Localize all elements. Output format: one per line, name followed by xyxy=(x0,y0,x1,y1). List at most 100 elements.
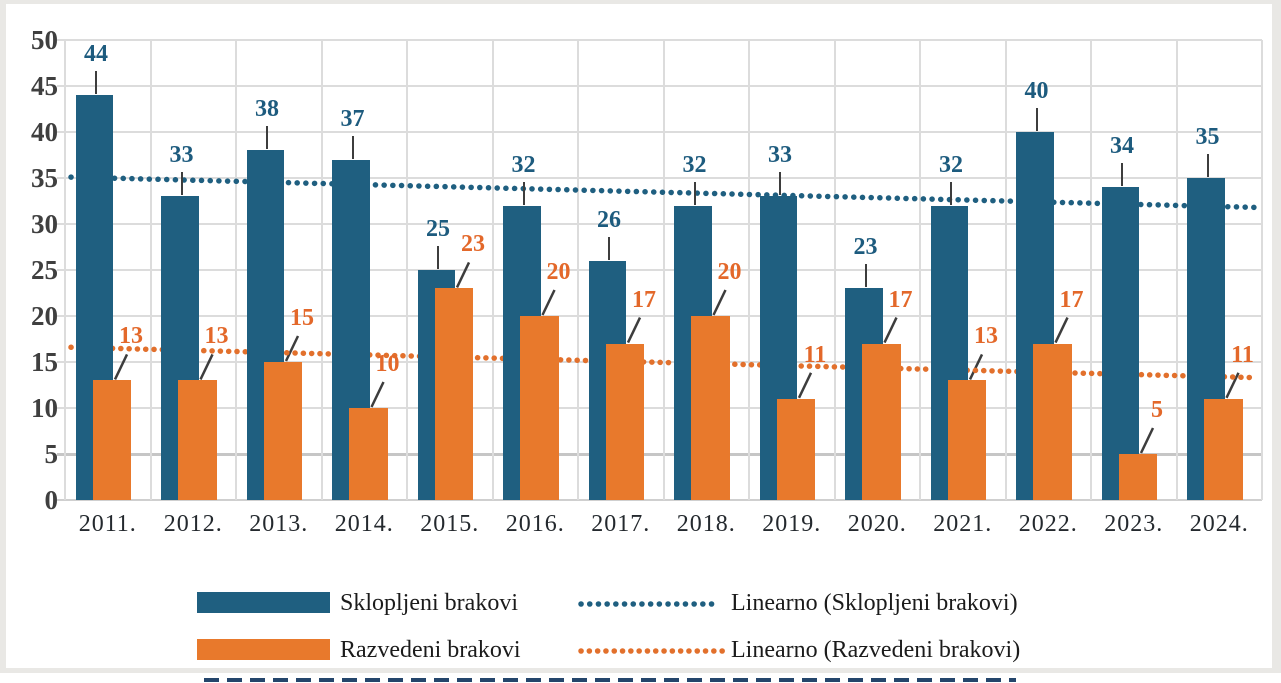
y-axis-label-35: 35 xyxy=(31,163,58,193)
chart-line xyxy=(541,289,556,316)
y-axis-label-0: 0 xyxy=(44,485,59,515)
leader-line-sklopljeni-2016. xyxy=(522,181,525,205)
gridline-vertical xyxy=(491,40,494,500)
data-label-sklopljeni-2017.: 26 xyxy=(597,206,621,233)
leader-line-sklopljeni-2012. xyxy=(180,172,183,196)
bar-razvedeni-2020. xyxy=(862,343,901,500)
bar-razvedeni-2011. xyxy=(92,380,131,500)
gridline-vertical xyxy=(833,40,836,500)
data-label-razvedeni-2011.: 13 xyxy=(119,323,143,350)
y-axis-label-40: 40 xyxy=(31,117,58,147)
gridline-35 xyxy=(57,177,1262,179)
x-axis-label-2020.: 2020. xyxy=(847,511,907,537)
bar-razvedeni-2024. xyxy=(1204,398,1243,500)
data-label-sklopljeni-2016.: 32 xyxy=(511,151,536,178)
chart-line xyxy=(1054,317,1069,344)
gridline-vertical xyxy=(577,40,579,500)
gridline-vertical xyxy=(235,40,237,500)
gridline-vertical xyxy=(748,40,750,500)
data-label-razvedeni-2012.: 13 xyxy=(204,323,229,350)
chart-line xyxy=(968,353,984,380)
frame-right xyxy=(1272,0,1281,668)
leader-line-sklopljeni-2013. xyxy=(266,126,268,150)
leader-line-sklopljeni-2020. xyxy=(864,264,867,288)
chart-line xyxy=(199,353,214,380)
gridline-vertical xyxy=(919,40,921,500)
data-label-sklopljeni-2022.: 40 xyxy=(1024,78,1049,104)
x-axis-label-2023.: 2023. xyxy=(1104,511,1164,537)
bar-razvedeni-2022. xyxy=(1033,343,1072,500)
leader-line-sklopljeni-2021. xyxy=(950,181,952,205)
leader-line-sklopljeni-2018. xyxy=(693,181,696,205)
chart-line xyxy=(370,381,385,408)
data-label-sklopljeni-2011.: 44 xyxy=(84,41,108,68)
bar-razvedeni-2017. xyxy=(605,343,644,500)
legend-label-linearno-razvedeni: Linearno (Razvedeni brakovi) xyxy=(731,637,1021,663)
x-axis-label-2024.: 2024. xyxy=(1189,511,1249,537)
x-axis-label-2017.: 2017. xyxy=(591,511,651,537)
leader-line-sklopljeni-2014. xyxy=(351,135,354,159)
y-axis-label-20: 20 xyxy=(31,301,58,331)
y-axis-label-50: 50 xyxy=(31,25,58,55)
x-axis-label-2016.: 2016. xyxy=(505,511,565,537)
gridline-25 xyxy=(57,269,1262,271)
data-label-sklopljeni-2012.: 33 xyxy=(169,142,194,169)
data-label-razvedeni-2022.: 17 xyxy=(1059,286,1084,313)
gridline-vertical xyxy=(1004,40,1007,500)
leader-line-sklopljeni-2022. xyxy=(1035,108,1038,131)
bar-razvedeni-2012. xyxy=(178,380,217,500)
data-label-razvedeni-2014.: 10 xyxy=(375,351,400,377)
y-axis-label-15: 15 xyxy=(31,347,58,377)
gridline-20 xyxy=(57,315,1262,317)
bar-sklopljeni-2023. xyxy=(1101,187,1139,500)
data-label-razvedeni-2023.: 5 xyxy=(1151,397,1163,423)
chart-line xyxy=(455,261,471,288)
gridline-50 xyxy=(57,39,1262,41)
data-label-sklopljeni-2015.: 25 xyxy=(426,216,450,242)
bar-razvedeni-2015. xyxy=(434,288,473,500)
data-label-sklopljeni-2013.: 38 xyxy=(255,96,279,123)
x-axis-label-2014.: 2014. xyxy=(334,511,394,537)
bar-razvedeni-2014. xyxy=(349,408,388,500)
leader-line-sklopljeni-2024. xyxy=(1206,154,1209,177)
x-axis-label-2015.: 2015. xyxy=(420,511,480,537)
gridline-vertical xyxy=(1175,40,1178,500)
gridline-30 xyxy=(57,223,1262,225)
chart-line xyxy=(797,372,813,399)
data-label-sklopljeni-2020.: 23 xyxy=(853,234,878,261)
frame-bottom xyxy=(0,668,1281,673)
gridline-vertical xyxy=(64,40,66,500)
legend-label-sklopljeni: Sklopljeni brakovi xyxy=(340,590,518,616)
bar-razvedeni-2013. xyxy=(263,362,302,500)
bar-razvedeni-2019. xyxy=(776,398,815,500)
bar-razvedeni-2018. xyxy=(691,316,730,500)
bar-razvedeni-2023. xyxy=(1118,454,1157,500)
data-label-razvedeni-2018.: 20 xyxy=(717,259,742,285)
legend-label-linearno-sklopljeni: Linearno (Sklopljeni brakovi) xyxy=(731,590,1018,616)
gridline-vertical xyxy=(1090,40,1092,500)
leader-line-sklopljeni-2011. xyxy=(95,71,97,95)
data-label-razvedeni-2017.: 17 xyxy=(632,286,656,313)
data-label-razvedeni-2015.: 23 xyxy=(461,231,485,258)
leader-line-sklopljeni-2017. xyxy=(608,236,610,260)
gridline-40 xyxy=(57,131,1262,133)
x-axis-label-2011.: 2011. xyxy=(78,511,137,537)
data-label-razvedeni-2016.: 20 xyxy=(546,259,571,285)
chart-line xyxy=(1225,372,1240,399)
leader-line-sklopljeni-2015. xyxy=(437,246,439,269)
x-axis-label-2018.: 2018. xyxy=(676,511,736,537)
leader-line-sklopljeni-2023. xyxy=(1121,163,1123,187)
legend-swatch-sklopljeni xyxy=(197,592,330,613)
data-label-sklopljeni-2014.: 37 xyxy=(340,105,365,132)
data-label-sklopljeni-2023.: 34 xyxy=(1110,133,1134,160)
chart-line xyxy=(883,317,898,344)
cropped-bottom-element xyxy=(204,678,1016,682)
data-label-razvedeni-2020.: 17 xyxy=(888,286,913,313)
gridline-vertical xyxy=(406,40,408,500)
frame-top xyxy=(0,0,1281,4)
y-axis-label-45: 45 xyxy=(31,71,58,101)
bar-razvedeni-2016. xyxy=(520,316,559,500)
gridline-vertical xyxy=(320,40,323,500)
